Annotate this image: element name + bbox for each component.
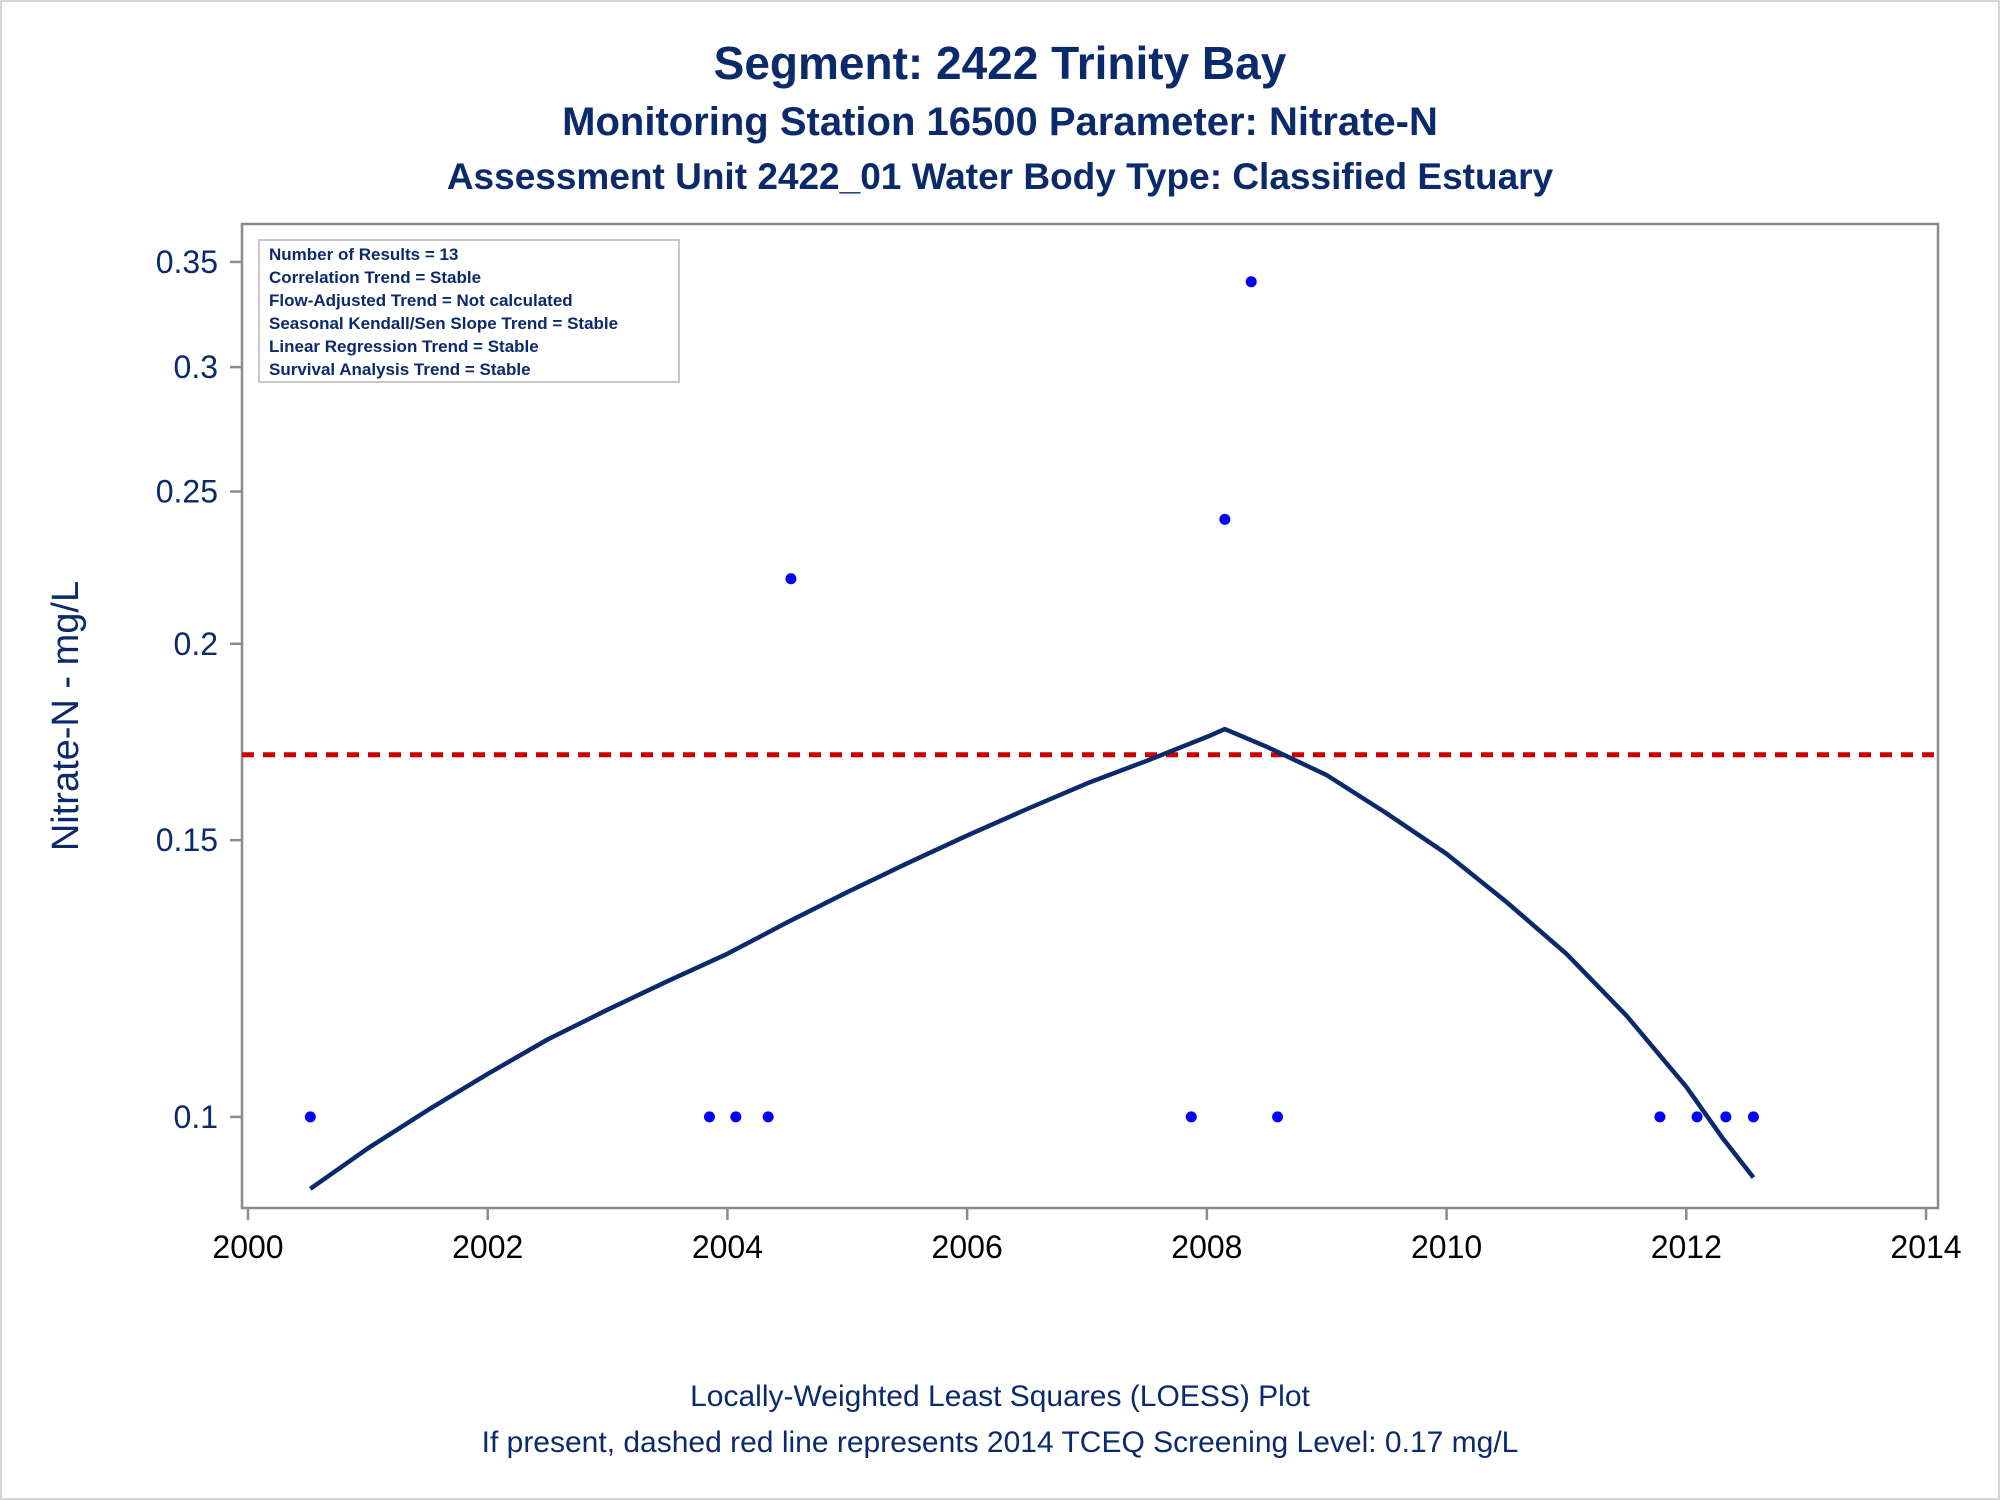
y-axis-label: Nitrate-N - mg/L: [45, 581, 87, 851]
plot-border: [240, 222, 1940, 1210]
y-tick-label: 0.35: [156, 244, 218, 280]
footnote-plot-type: Locally-Weighted Least Squares (LOESS) P…: [690, 1380, 1310, 1413]
data-point: [1245, 276, 1257, 288]
data-point: [703, 1111, 715, 1123]
data-point: [1691, 1111, 1703, 1123]
data-point: [1747, 1111, 1759, 1123]
stats-line: Survival Analysis Trend = Stable: [269, 360, 531, 379]
data-point: [1654, 1111, 1666, 1123]
x-tick-label: 2008: [1171, 1229, 1242, 1265]
stats-box-border: [258, 239, 680, 383]
stats-line: Flow-Adjusted Trend = Not calculated: [269, 291, 573, 310]
data-point: [785, 573, 797, 585]
chart-subtitle: Monitoring Station 16500 Parameter: Nitr…: [562, 100, 1438, 144]
x-tick-label: 2002: [452, 1229, 523, 1265]
y-tick-label: 0.3: [174, 349, 218, 385]
data-point: [1185, 1111, 1197, 1123]
loess-curve: [309, 726, 1756, 1191]
data-point: [1219, 513, 1231, 525]
y-tick-label: 0.25: [156, 474, 218, 510]
stats-line: Number of Results = 13: [269, 245, 458, 264]
x-tick-label: 2000: [212, 1229, 283, 1265]
stats-line: Seasonal Kendall/Sen Slope Trend = Stabl…: [269, 314, 618, 333]
data-point: [762, 1111, 774, 1123]
footnote-screening-level: If present, dashed red line represents 2…: [481, 1426, 1519, 1459]
y-tick-label: 0.1: [174, 1099, 218, 1135]
data-point: [1272, 1111, 1284, 1123]
stats-line: Correlation Trend = Stable: [269, 268, 481, 287]
y-tick-label: 0.15: [156, 822, 218, 858]
stats-line: Linear Regression Trend = Stable: [269, 337, 539, 356]
chart-title: Segment: 2422 Trinity Bay: [713, 37, 1287, 89]
x-tick-label: 2014: [1890, 1229, 1961, 1265]
stats-box: Number of Results = 13 Correlation Trend …: [258, 239, 680, 383]
x-tick-label: 2006: [932, 1229, 1003, 1265]
y-tick-label: 0.2: [174, 626, 218, 662]
data-point: [730, 1111, 742, 1123]
x-tick-label: 2004: [692, 1229, 763, 1265]
data-point: [1720, 1111, 1732, 1123]
data-point: [304, 1111, 316, 1123]
x-tick-label: 2010: [1411, 1229, 1482, 1265]
x-tick-label: 2012: [1651, 1229, 1722, 1265]
chart-subtitle-2: Assessment Unit 2422_01 Water Body Type:…: [446, 156, 1554, 197]
